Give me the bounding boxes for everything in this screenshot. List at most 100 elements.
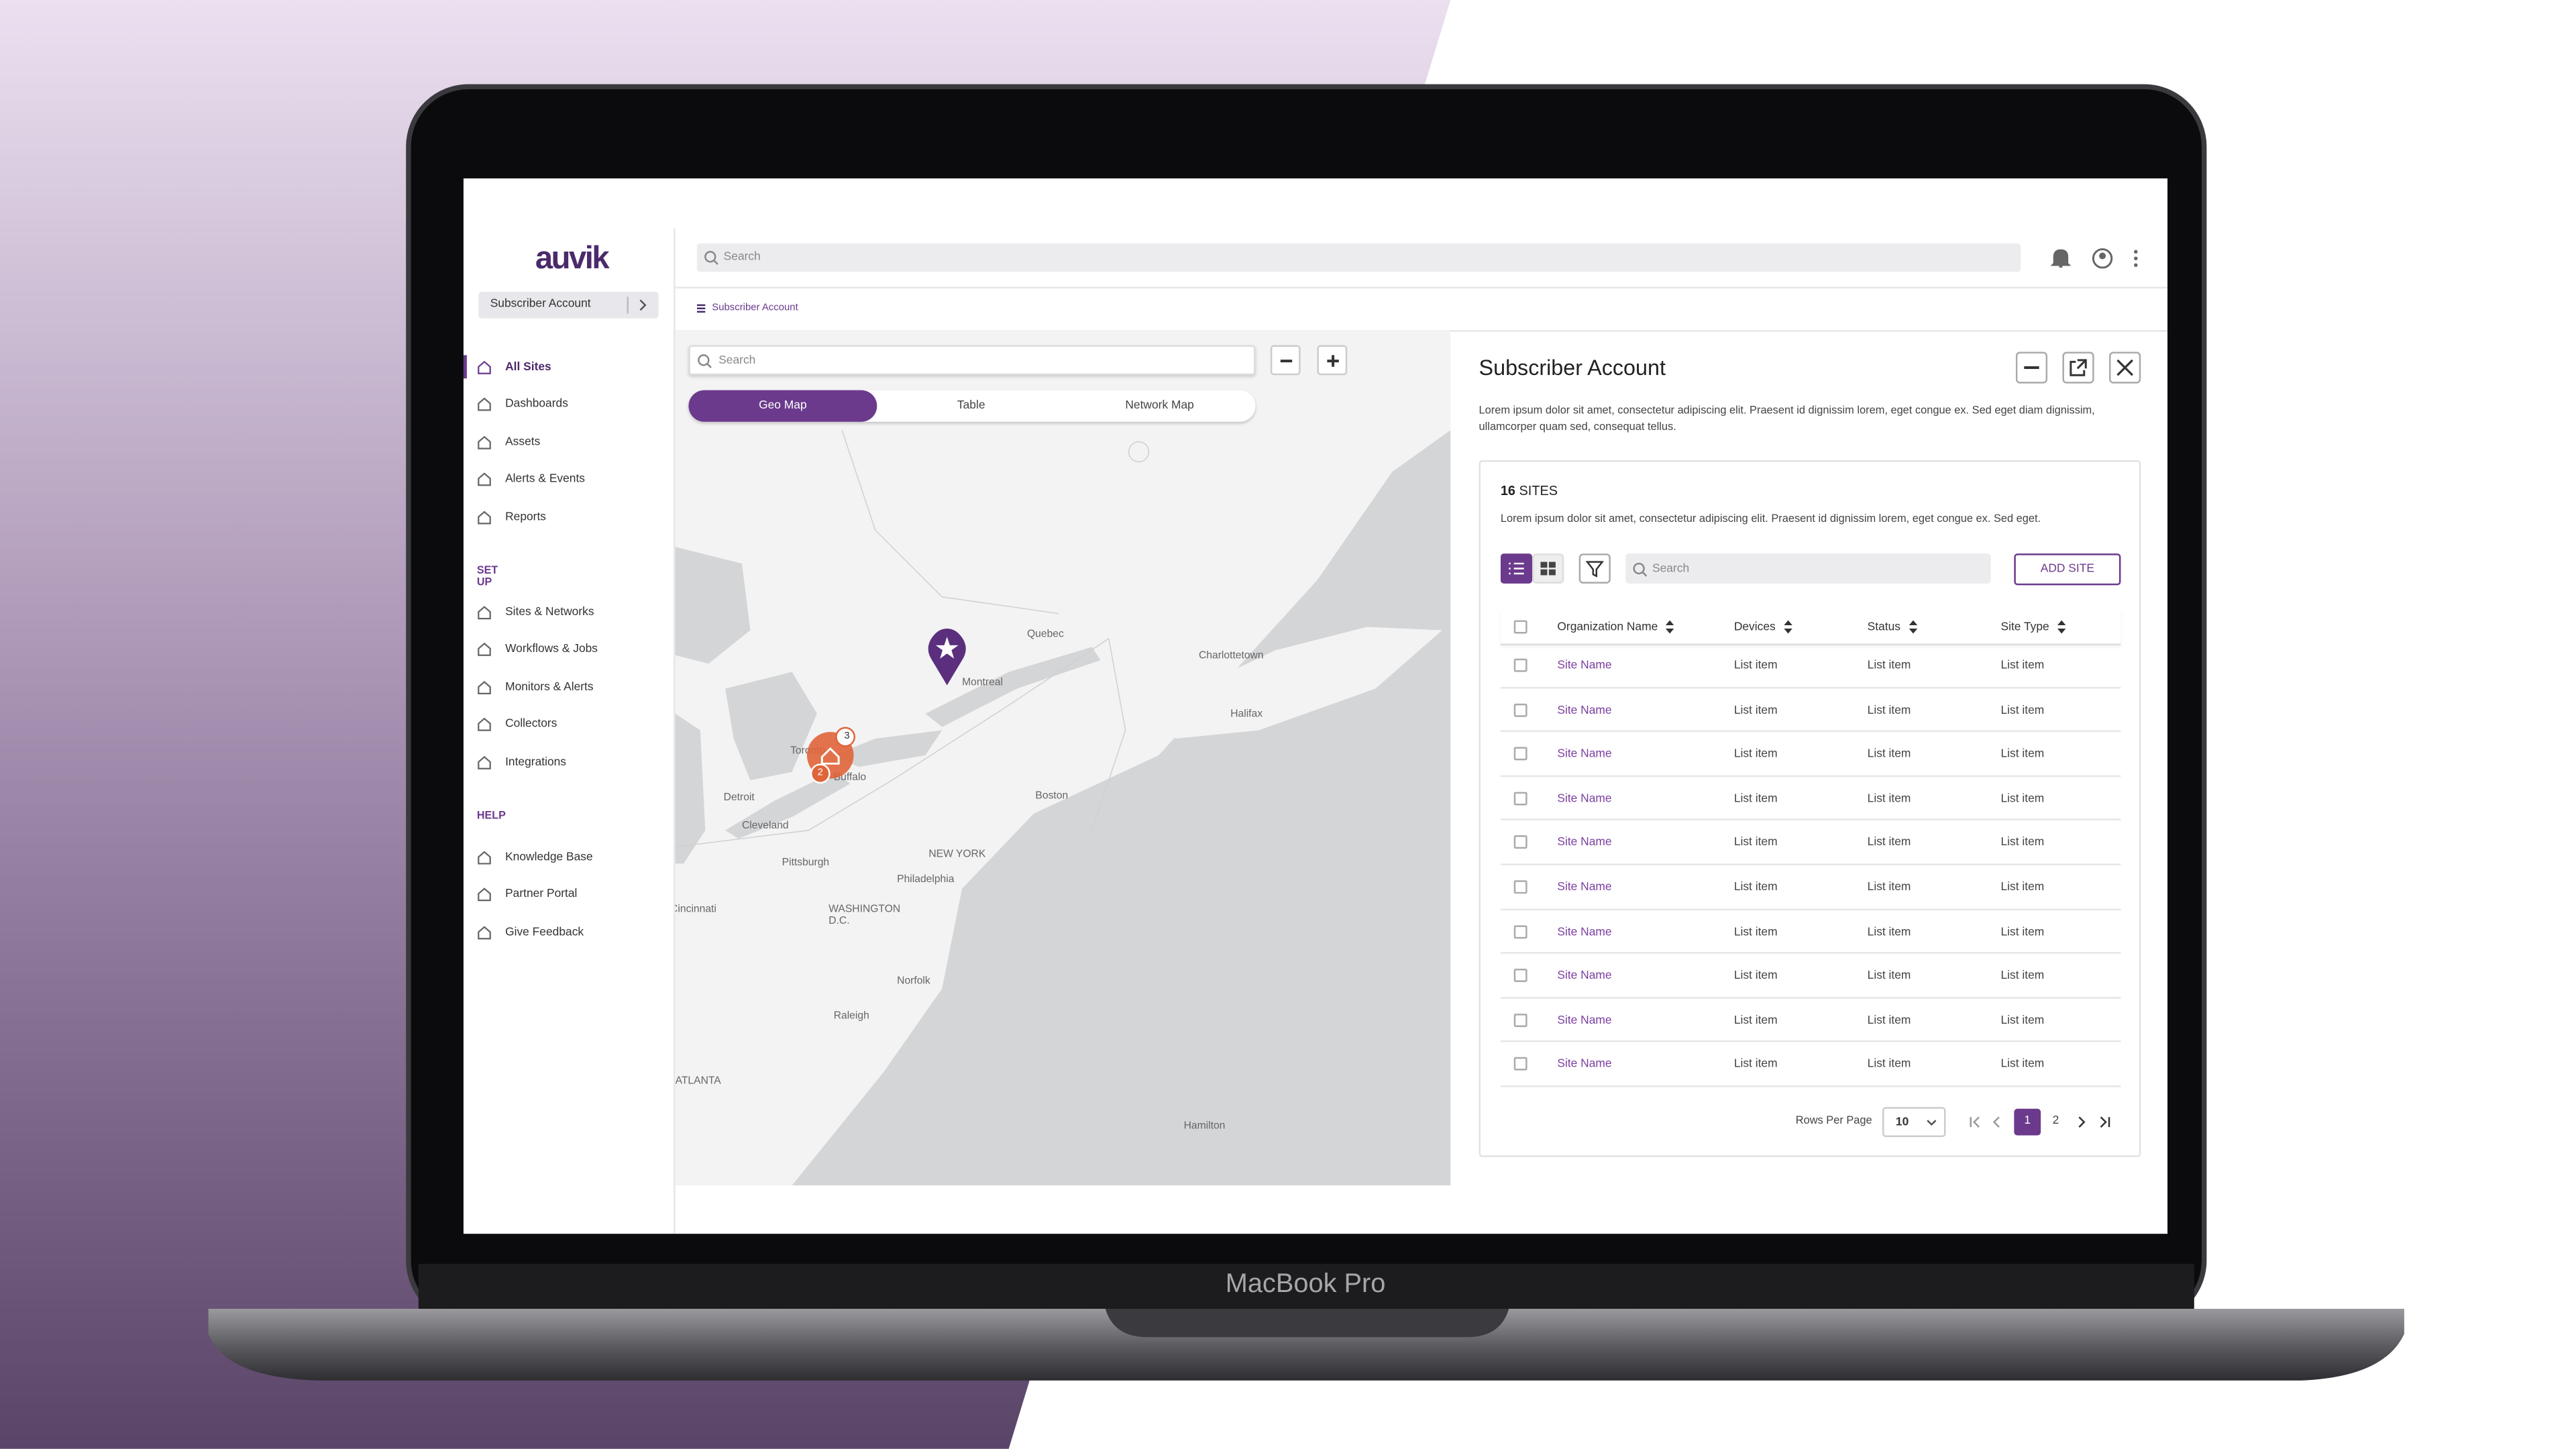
site-cluster[interactable] — [804, 724, 863, 784]
column-header[interactable]: Devices — [1733, 622, 1776, 634]
account-selector[interactable]: Subscriber Account — [478, 291, 659, 319]
city-label: Cincinnati — [676, 904, 716, 916]
table-cell: List item — [1733, 660, 1778, 672]
add-site-button[interactable]: ADD SITE — [2014, 553, 2121, 586]
top-search-placeholder: Search — [723, 252, 761, 264]
row-checkbox[interactable] — [1513, 969, 1527, 983]
menu-icon[interactable] — [2134, 250, 2138, 254]
table-row — [1500, 821, 2121, 865]
zoom-in-button[interactable] — [1317, 345, 1348, 376]
nav-item[interactable]: Reports — [505, 511, 547, 523]
nav-item[interactable]: Partner Portal — [505, 889, 578, 902]
search-icon — [704, 251, 718, 265]
nav-item[interactable]: Workflows & Jobs — [505, 644, 598, 656]
user-icon[interactable] — [2092, 248, 2113, 269]
site-link[interactable]: Site Name — [1557, 1059, 1612, 1071]
table-cell: List item — [1733, 1059, 1778, 1071]
city-label: Pittsburgh — [782, 857, 830, 869]
site-link[interactable]: Site Name — [1557, 793, 1612, 805]
row-checkbox[interactable] — [1513, 836, 1527, 850]
top-search[interactable]: Search — [696, 243, 2021, 272]
site-link[interactable]: Site Name — [1557, 837, 1612, 850]
row-checkbox[interactable] — [1513, 1013, 1527, 1027]
row-checkbox[interactable] — [1513, 924, 1527, 938]
last-page[interactable] — [2100, 1116, 2110, 1128]
minus-icon — [1280, 360, 1293, 363]
site-link[interactable]: Site Name — [1557, 970, 1612, 983]
site-link[interactable]: Site Name — [1557, 1015, 1612, 1027]
bell-icon[interactable] — [2050, 249, 2072, 268]
column-header[interactable]: Status — [1867, 622, 1901, 634]
sort-icon[interactable] — [1784, 620, 1792, 634]
sort-icon[interactable] — [1665, 620, 1674, 634]
nav-item[interactable]: Give Feedback — [505, 926, 584, 938]
city-label: Philadelphia — [897, 873, 955, 885]
site-link[interactable]: Site Name — [1557, 660, 1612, 672]
sites-search-placeholder: Search — [1652, 564, 1690, 576]
nav-icon — [478, 472, 491, 486]
map-search[interactable]: Search — [688, 345, 1256, 376]
first-page[interactable] — [1970, 1116, 1980, 1128]
city-label: Boston — [1035, 790, 1069, 802]
breadcrumb[interactable]: Subscriber Account — [712, 303, 798, 314]
previous-page[interactable] — [1992, 1116, 2000, 1128]
nav-item[interactable]: Sites & Networks — [505, 606, 594, 619]
pager-back — [1970, 1116, 2000, 1128]
table-cell: List item — [2000, 749, 2045, 761]
active-indicator — [463, 355, 467, 379]
site-link[interactable]: Site Name — [1557, 881, 1612, 894]
column-header[interactable]: Site Type — [2000, 622, 2049, 634]
row-checkbox[interactable] — [1513, 702, 1527, 716]
site-link[interactable]: Site Name — [1557, 926, 1612, 938]
table-cell: List item — [1733, 704, 1778, 716]
nav-item[interactable]: Dashboards — [505, 398, 568, 411]
site-link[interactable]: Site Name — [1557, 749, 1612, 761]
chevron-icon — [639, 299, 647, 311]
grid-view-button[interactable] — [1532, 553, 1564, 584]
view-tab[interactable]: Geo Map — [688, 390, 877, 422]
sites-table: Organization Name Devices Status Site Type S… — [1500, 610, 2121, 1087]
select-all-checkbox[interactable] — [1513, 620, 1527, 634]
row-checkbox[interactable] — [1513, 792, 1527, 805]
row-checkbox[interactable] — [1513, 658, 1527, 672]
nav-icon — [478, 398, 491, 412]
table-cell: List item — [1867, 660, 1911, 672]
geo-map[interactable]: QuebecMontrealCharlottetownHalifaxToront… — [675, 330, 1451, 1186]
nav-icon — [478, 510, 491, 524]
nav-item[interactable]: All Sites — [505, 362, 551, 374]
nav-item[interactable]: Knowledge Base — [505, 852, 593, 864]
nav-icon — [478, 718, 491, 732]
rows-per-page-select[interactable]: 10 — [1882, 1107, 1946, 1138]
location-pin[interactable] — [925, 627, 969, 687]
site-link[interactable]: Site Name — [1557, 704, 1612, 716]
zoom-out-button[interactable] — [1270, 345, 1301, 376]
table-row — [1500, 998, 2121, 1043]
nav-item[interactable]: Collectors — [505, 718, 557, 731]
page-button[interactable]: 2 — [2052, 1115, 2059, 1128]
table-cell: List item — [2000, 1059, 2045, 1071]
sort-icon[interactable] — [1909, 620, 1918, 634]
nav-icon — [478, 643, 491, 657]
table-row — [1500, 777, 2121, 821]
view-tab[interactable]: Network Map — [1125, 400, 1194, 412]
nav-item[interactable]: Monitors & Alerts — [505, 682, 594, 694]
row-checkbox[interactable] — [1513, 1057, 1527, 1071]
pager-forward — [2078, 1116, 2110, 1128]
sites-search[interactable]: Search — [1625, 553, 1991, 584]
row-checkbox[interactable] — [1513, 747, 1527, 761]
nav-item[interactable]: Alerts & Events — [505, 474, 586, 486]
city-label: Halifax — [1230, 708, 1263, 720]
row-checkbox[interactable] — [1513, 880, 1527, 894]
nav-icon — [478, 925, 491, 939]
sort-icon[interactable] — [2057, 620, 2066, 634]
filter-button[interactable] — [1578, 553, 1611, 584]
table-row — [1500, 910, 2121, 955]
top-icons — [2050, 248, 2138, 269]
nav-item[interactable]: Assets — [505, 436, 541, 449]
next-page[interactable] — [2078, 1116, 2086, 1128]
table-row — [1500, 865, 2121, 910]
page-button[interactable]: 1 — [2014, 1108, 2041, 1136]
nav-item[interactable]: Integrations — [505, 756, 567, 768]
view-tab[interactable]: Table — [957, 400, 985, 412]
column-header[interactable]: Organization Name — [1557, 622, 1658, 634]
